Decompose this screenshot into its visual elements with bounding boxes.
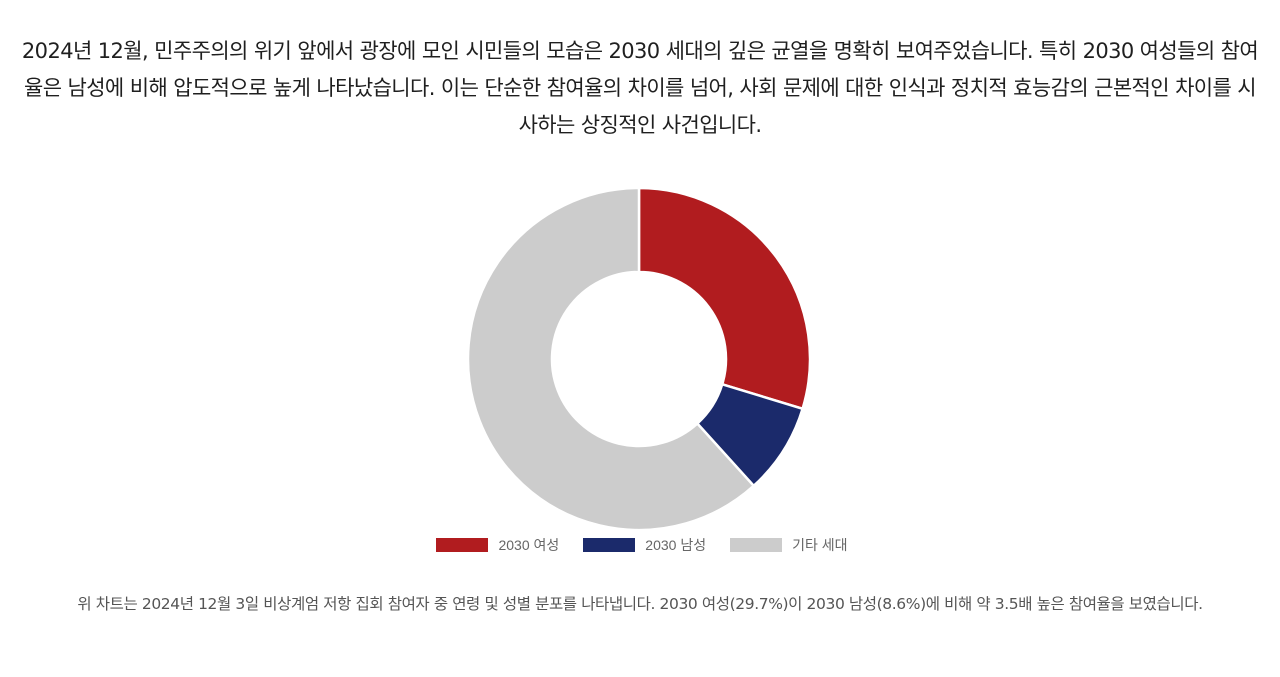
chart-legend: 2030 여성 2030 남성 기타 세대 [0,535,1280,555]
chart-caption: 위 차트는 2024년 12월 3일 비상계엄 저항 집회 참여자 중 연령 및… [20,592,1260,617]
legend-item-other-generations[interactable]: 기타 세대 [730,535,848,555]
legend-swatch-other-generations [730,538,783,552]
legend-label-2030-male: 2030 남성 [645,537,707,553]
legend-item-2030-male[interactable]: 2030 남성 [583,535,706,555]
intro-paragraph: 2024년 12월, 민주주의의 위기 앞에서 광장에 모인 시민들의 모습은 … [21,39,1259,137]
slice-other-generations[interactable] [466,186,756,532]
donut-chart [466,186,812,532]
intro-text-block: 2024년 12월, 민주주의의 위기 앞에서 광장에 모인 시민들의 모습은 … [20,33,1260,144]
caption-text: 위 차트는 2024년 12월 3일 비상계엄 저항 집회 참여자 중 연령 및… [77,595,1203,613]
slice-2030-female[interactable] [637,186,812,411]
legend-label-other-generations: 기타 세대 [792,537,848,553]
legend-swatch-2030-male [583,538,636,552]
legend-label-2030-female: 2030 여성 [498,537,560,553]
legend-item-2030-female[interactable]: 2030 여성 [436,535,559,555]
chart-container: 2030 여성 2030 남성 기타 세대 [0,170,1280,570]
legend-swatch-2030-female [436,538,489,552]
